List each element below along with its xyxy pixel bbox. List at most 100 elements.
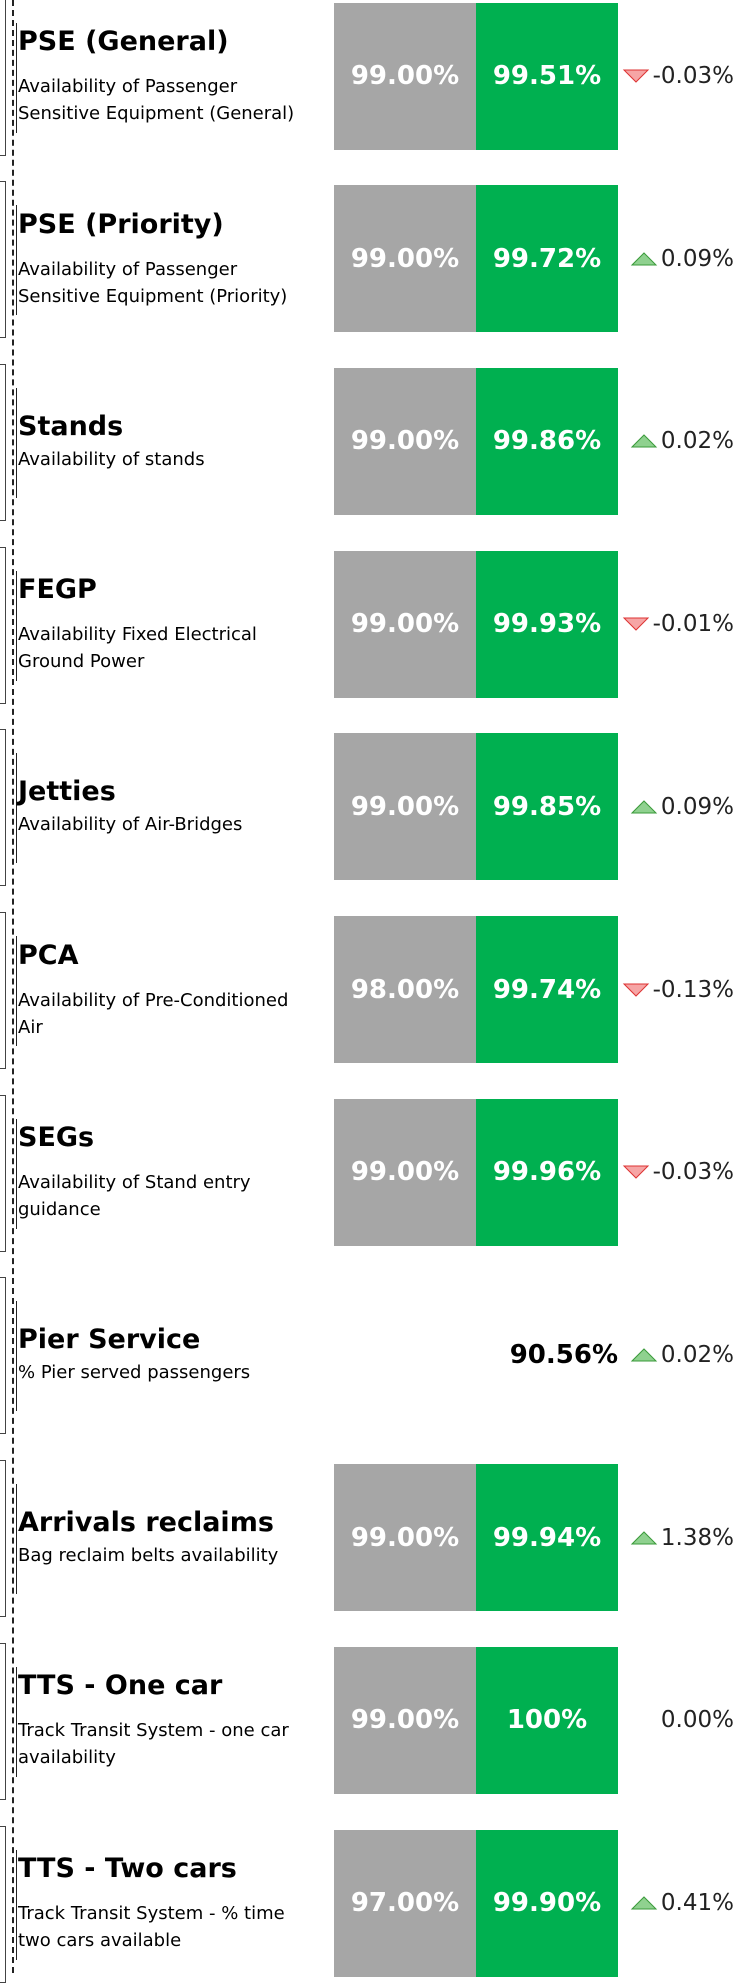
kpi-row: FEGP Availability Fixed Electrical Ground…: [0, 546, 748, 704]
change-value: 0.02%: [660, 1341, 734, 1368]
change: 0.41%: [620, 1830, 734, 1977]
kpi-title: TTS - Two cars: [18, 1853, 237, 1884]
kpi-description: Bag reclaim belts availability: [18, 1545, 279, 1567]
kpi-title: TTS - One car: [18, 1670, 223, 1702]
kpi-description: Availability of Stand entry guidance: [18, 1172, 251, 1221]
change-value: -0.03%: [652, 63, 734, 89]
bracket: [0, 1460, 6, 1618]
kpi-row: PSE (General) Availability of Passenger S…: [0, 0, 748, 156]
target-box: 99.00%: [334, 185, 476, 333]
kpi-label: PSE (General) Availability of Passenger S…: [18, 3, 318, 150]
kpi-title: PCA: [18, 939, 79, 971]
actual-box: 99.72%: [476, 185, 618, 333]
bracket: [0, 912, 6, 1069]
label-bar: [16, 22, 17, 133]
change: 0.02%: [620, 368, 734, 515]
target-box: 99.00%: [334, 1464, 476, 1612]
kpi-label: Arrivals reclaims Bag reclaim belts avail…: [18, 1464, 318, 1611]
kpi-value: 90.56%: [509, 1339, 618, 1370]
label-bar: [16, 387, 17, 498]
bracket: [0, 181, 6, 339]
kpi-label: SEGs Availability of Stand entry guidance: [18, 1099, 318, 1246]
change-value: 0.09%: [660, 245, 734, 272]
target-box: 99.00%: [334, 1098, 476, 1246]
label-bar: [16, 753, 17, 864]
kpi-description: Availability of Passenger Sensitive Equi…: [18, 76, 295, 124]
change-value: -0.01%: [652, 611, 734, 638]
dashed-divider: [12, 0, 14, 1973]
change-value: 0.02%: [660, 428, 734, 455]
label-bar: [16, 1484, 17, 1595]
change: -0.03%: [620, 1099, 734, 1246]
kpi-label: TTS - Two cars Track Transit System - % t…: [18, 1830, 318, 1977]
change-value: 1.38%: [660, 1524, 734, 1551]
change: 0.09%: [620, 185, 734, 332]
actual-box: 99.96%: [476, 1098, 618, 1246]
trend-arrow: [622, 1165, 649, 1179]
kpi-label: PSE (Priority) Availability of Passenger …: [18, 185, 318, 332]
trend-down: [622, 983, 649, 997]
trend-up: [630, 1530, 658, 1545]
change-value: 0.00%: [660, 1707, 734, 1734]
actual-box: 99.51%: [476, 2, 618, 150]
kpi-row: TTS - One car Track Transit System - one …: [0, 1642, 748, 1800]
kpi-title: Pier Service: [18, 1324, 201, 1356]
bracket: [0, 1825, 6, 1983]
trend-up: [630, 434, 658, 448]
trend-up: [630, 1348, 658, 1362]
target-box: 99.00%: [334, 2, 476, 150]
change: -0.01%: [620, 551, 734, 698]
target-box: 99.00%: [334, 733, 476, 881]
target-box: 99.00%: [334, 550, 476, 698]
label-bar: [16, 1849, 17, 1960]
kpi-label: PCA Availability of Pre-Conditioned Air: [18, 916, 318, 1063]
change-value: 0.09%: [660, 793, 734, 820]
change: -0.13%: [620, 916, 734, 1063]
kpi-description: Availability of stands: [18, 448, 205, 470]
target-box: 97.00%: [334, 1829, 476, 1977]
kpi-row: SEGs Availability of Stand entry guidance…: [0, 1094, 748, 1252]
kpi-description: Track Transit System - % time two cars a…: [18, 1903, 285, 1951]
actual-box: 99.74%: [476, 916, 618, 1063]
actual-box: 99.93%: [476, 550, 618, 698]
trend-down: [622, 69, 649, 83]
kpi-row: Pier Service % Pier served passengers 90.5…: [0, 1277, 748, 1435]
trend-arrow: [630, 1348, 658, 1362]
label-bar: [16, 205, 17, 316]
change: 1.38%: [620, 1464, 734, 1611]
trend-up: [630, 800, 658, 814]
kpi-row: Jetties Availability of Air-Bridges 99.00%…: [0, 729, 748, 887]
label-bar: [16, 1301, 17, 1412]
change-value: -0.13%: [652, 976, 734, 1003]
trend-arrow: [630, 1896, 658, 1910]
kpi-row: TTS - Two cars Track Transit System - % t…: [0, 1825, 748, 1983]
target-box: 98.00%: [334, 916, 476, 1063]
label-bar: [16, 1118, 17, 1229]
kpi-row: PSE (Priority) Availability of Passenger …: [0, 181, 748, 339]
target-box: 99.00%: [334, 367, 476, 515]
trend-up: [630, 1896, 658, 1910]
kpi-description: Track Transit System - one car availabil…: [18, 1720, 289, 1769]
trend-down: [622, 617, 649, 631]
kpi-label: FEGP Availability Fixed Electrical Ground…: [18, 551, 318, 698]
kpi-title: PSE (Priority): [18, 208, 224, 240]
bracket: [0, 363, 6, 521]
target-box: 99.00%: [334, 1646, 476, 1794]
change-value: 0.41%: [660, 1890, 734, 1916]
kpi-label: Pier Service % Pier served passengers: [18, 1281, 318, 1428]
change-value: -0.03%: [652, 1159, 734, 1186]
kpi-description: Availability of Pre-Conditioned Air: [18, 989, 289, 1038]
trend-down: [622, 1165, 649, 1179]
actual-box: 99.86%: [476, 367, 618, 515]
kpi-title: Arrivals reclaims: [18, 1507, 274, 1539]
kpi-title: SEGs: [18, 1122, 95, 1154]
kpi-description: % Pier served passengers: [18, 1362, 251, 1384]
actual-box: 99.85%: [476, 733, 618, 881]
trend-arrow: [630, 434, 658, 448]
trend-arrow: [630, 251, 658, 266]
kpi-title: FEGP: [18, 574, 97, 606]
change: 0.00%: [620, 1647, 734, 1794]
bracket: [0, 1642, 6, 1800]
actual-box: 100%: [476, 1646, 618, 1794]
kpi-row: Stands Availability of stands 99.00% 99.86%…: [0, 363, 748, 521]
